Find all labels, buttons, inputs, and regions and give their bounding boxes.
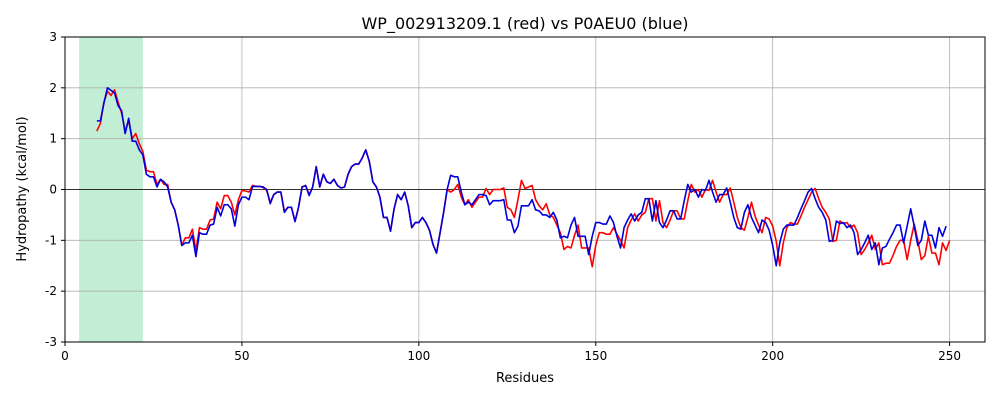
x-tick-label: 200 xyxy=(761,349,784,363)
x-tick-label: 150 xyxy=(584,349,607,363)
y-tick-label: -2 xyxy=(45,284,57,298)
x-tick-label: 0 xyxy=(61,349,69,363)
y-tick-label: 1 xyxy=(49,132,57,146)
plot-area: 0 50 100 150 200 250 -3 -2 -1 0 1 2 3 xyxy=(45,30,986,363)
y-tick-label: -1 xyxy=(45,233,57,247)
x-tick-label: 50 xyxy=(234,349,249,363)
y-tick-label: 3 xyxy=(49,30,57,44)
series-line-0 xyxy=(96,89,951,268)
y-tick-label: 2 xyxy=(49,81,57,95)
y-axis-label: Hydropathy (kcal/mol) xyxy=(15,116,30,261)
x-axis-label: Residues xyxy=(496,371,554,386)
chart-title: WP_002913209.1 (red) vs P0AEU0 (blue) xyxy=(361,14,688,34)
series-line-1 xyxy=(96,87,947,267)
y-tick-label: -3 xyxy=(45,335,57,349)
x-tick-label: 100 xyxy=(407,349,430,363)
y-tick-label: 0 xyxy=(49,183,57,197)
x-tick-label: 250 xyxy=(938,349,961,363)
